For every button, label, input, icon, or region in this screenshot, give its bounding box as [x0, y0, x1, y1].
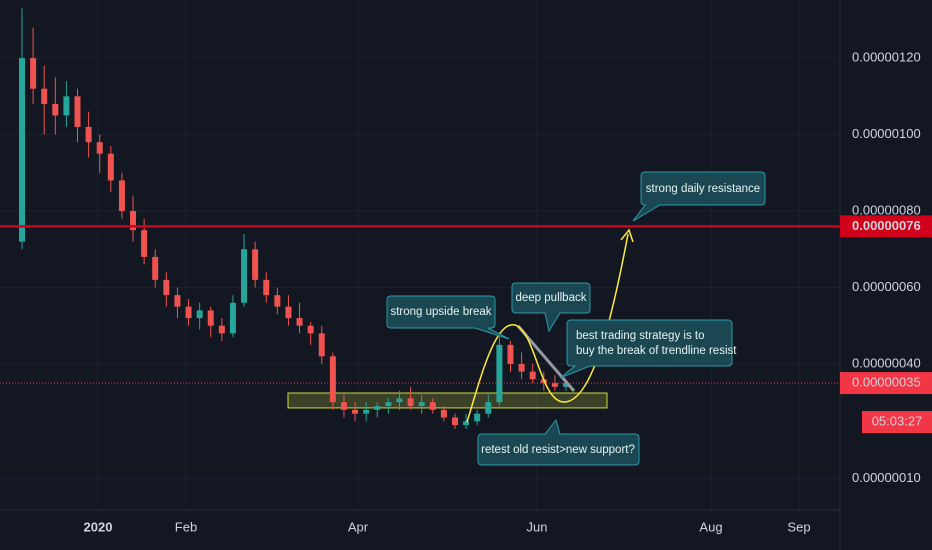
- candle-body: [318, 333, 325, 357]
- annotation: retest old resist>new support?: [477, 418, 640, 466]
- x-tick-label: Aug: [699, 519, 722, 534]
- callout-text: strong upside break: [390, 306, 491, 318]
- grid: [0, 0, 840, 510]
- candle-body: [285, 306, 292, 319]
- candle-body: [96, 142, 103, 154]
- support-zone: [287, 392, 608, 409]
- x-tick-label: 2020: [84, 519, 113, 534]
- candle-body: [41, 88, 48, 104]
- candle-body: [163, 279, 170, 296]
- x-tick-label: Apr: [348, 519, 369, 534]
- y-tick-label: 0.00000060: [852, 279, 921, 294]
- candle-body: [352, 409, 359, 414]
- candle-body: [385, 402, 392, 407]
- y-tick-label: 0.00000040: [852, 355, 921, 370]
- candle-body: [241, 249, 248, 303]
- support-zone-layer: [287, 392, 608, 409]
- axes: 0.00000010 0.00000040 0.00000060 0.00000080…: [84, 50, 932, 534]
- candle-body: [218, 325, 225, 334]
- annotation: strong upside break: [386, 295, 510, 340]
- candle-body: [229, 302, 236, 334]
- callout-text: deep pullback: [516, 292, 587, 304]
- candle-body: [185, 306, 192, 319]
- y-tick-label: 0.00000100: [852, 126, 921, 141]
- callout-box: [477, 418, 640, 466]
- countdown: 05:03:27: [872, 414, 923, 429]
- callout-box: [632, 171, 766, 222]
- candle-body: [252, 249, 259, 280]
- x-tick-label: Feb: [175, 519, 197, 534]
- callout-box: [386, 295, 510, 340]
- candle-body: [130, 211, 137, 231]
- candle-body: [74, 96, 81, 127]
- candle-body: [407, 398, 414, 407]
- price-lines: [0, 225, 840, 384]
- callout-text: buy the break of trendline resist: [576, 345, 737, 357]
- candle-body: [340, 402, 347, 410]
- x-tick-label: Sep: [787, 519, 810, 534]
- candle-body: [518, 363, 525, 372]
- candle-body: [429, 402, 436, 410]
- annotation: strong daily resistance: [632, 171, 766, 222]
- candle-body: [329, 356, 336, 403]
- candle-body: [107, 153, 114, 181]
- candle-body: [440, 409, 447, 418]
- candle-body: [485, 402, 492, 414]
- callout-text: strong daily resistance: [646, 183, 760, 195]
- candle-body: [563, 383, 569, 387]
- candle-body: [474, 413, 481, 422]
- candle-body: [363, 409, 370, 414]
- annotation: best trading strategy is to buy the brea…: [559, 319, 737, 379]
- callout-box: [511, 282, 591, 333]
- candles: [19, 8, 569, 429]
- candle-body: [274, 295, 281, 307]
- candle-body: [418, 402, 425, 407]
- candle-body: [85, 126, 92, 143]
- candle-body: [507, 344, 514, 364]
- x-tick-label: Jun: [527, 519, 548, 534]
- candle-body: [174, 295, 181, 307]
- candle-body: [196, 310, 203, 319]
- candle-body: [152, 256, 159, 280]
- callout-text: best trading strategy is to: [576, 330, 704, 342]
- candle-body: [374, 406, 381, 410]
- candle-body: [263, 279, 270, 296]
- candle-body: [451, 417, 458, 426]
- y-tick-label: 0.00000080: [852, 202, 921, 217]
- last-price-label-bg: [840, 372, 932, 395]
- resistance-label: 0.00000076: [852, 218, 921, 233]
- candle-body: [30, 58, 37, 89]
- y-tick-label: 0.00000010: [852, 470, 921, 485]
- resistance-label-bg: [840, 215, 932, 238]
- countdown-bg: [862, 411, 932, 434]
- candle-body: [207, 310, 214, 326]
- callout-text: retest old resist>new support?: [481, 444, 635, 456]
- candle-body: [296, 318, 303, 326]
- candle-body: [551, 383, 558, 387]
- callout-box: [559, 319, 733, 379]
- projection-arrow: [620, 228, 634, 243]
- candle-body: [496, 344, 503, 403]
- last-price-label: 0.00000035: [852, 375, 921, 390]
- annotation: deep pullback: [511, 282, 591, 333]
- candle-body: [63, 96, 70, 116]
- y-tick-label: 0.00000120: [852, 50, 921, 65]
- candle-body: [396, 398, 403, 403]
- candle-body: [463, 421, 470, 426]
- candle-body: [118, 180, 125, 212]
- candle-body: [141, 230, 148, 257]
- candle-body: [307, 325, 314, 334]
- candle-body: [529, 371, 536, 380]
- candle-body: [19, 58, 25, 242]
- candle-body: [52, 103, 59, 116]
